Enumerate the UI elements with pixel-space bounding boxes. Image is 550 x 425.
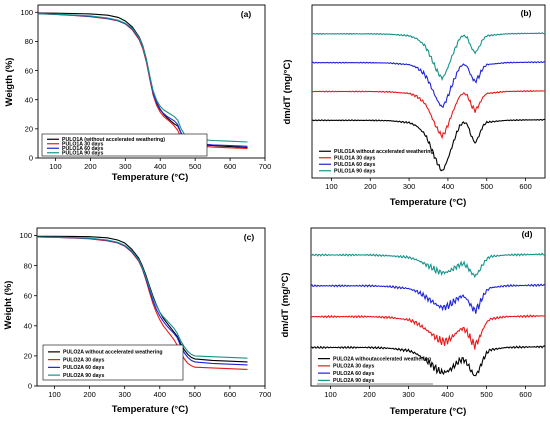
x-tick-label: 100 <box>49 162 62 171</box>
x-tick-label: 200 <box>364 182 377 191</box>
series-line-red <box>310 314 546 350</box>
y-tick-label: 80 <box>25 37 33 46</box>
x-tick-label: 300 <box>403 182 416 191</box>
legend-label: PULO2A 30 days <box>63 357 104 363</box>
x-axis-title: Temperature (°C) <box>390 406 466 417</box>
series-line-black <box>312 118 546 172</box>
legend-label: PULO2A 60 days <box>63 365 104 371</box>
legend-label: PULO1A 30 days <box>62 142 103 148</box>
y-tick-label: 40 <box>25 95 33 104</box>
series-line-blue <box>310 283 546 314</box>
legend-label: PULO1A 60 days <box>62 146 103 152</box>
x-tick-label: 400 <box>441 390 454 399</box>
series-line-teal <box>37 13 248 143</box>
y-tick-label: 40 <box>24 322 32 331</box>
series-line-red <box>311 89 546 140</box>
x-tick-label: 200 <box>84 162 97 171</box>
series-line-teal <box>311 252 546 279</box>
legend: PULO2A without accelerated weatheringPUL… <box>42 344 184 381</box>
chart-panel-4: 100 200 300 400 500 600 Temperature (°C) dm/dT … <box>280 227 546 417</box>
x-tick-label: 500 <box>189 162 202 171</box>
y-tick-label: 60 <box>24 291 32 300</box>
panel-tag: (a) <box>241 9 252 19</box>
legend: PULO2A withoutaccelerated weathering PULO… <box>317 356 433 385</box>
x-tick-label: 600 <box>519 390 532 399</box>
series-line-teal <box>36 236 248 359</box>
x-tick-label: 100 <box>325 182 338 191</box>
y-tick-label: 20 <box>25 125 33 134</box>
legend-label: PULO1A without accelerated weathering <box>334 149 434 155</box>
x-tick-label: 300 <box>119 162 132 171</box>
x-tick-label: 100 <box>48 390 61 399</box>
x-tick-label: 200 <box>363 390 376 399</box>
y-tick-label: 80 <box>24 261 32 270</box>
legend-label: PULO1A (without accelerated weathering) <box>62 137 165 143</box>
x-tick-label: 300 <box>402 390 415 399</box>
legend-label: PULO2A without accelerated weathering <box>63 350 163 356</box>
plot-frame <box>36 227 266 387</box>
x-tick-label: 300 <box>118 390 131 399</box>
y-tick-label: 100 <box>20 8 33 17</box>
y-axis-title: dm/dT (mg/°C) <box>280 272 291 337</box>
legend-label: PULO2A 60 days <box>333 371 374 377</box>
legend-label: PULO1A 60 days <box>334 162 375 168</box>
legend-label: PULO2A 90 days <box>63 373 104 379</box>
x-tick-label: 600 <box>224 390 237 399</box>
series-line-black <box>310 345 546 377</box>
x-tick-label: 400 <box>154 162 167 171</box>
x-tick-label: 700 <box>259 162 272 171</box>
y-tick-label: 0 <box>29 154 33 163</box>
y-axis-title: dm/dT (mg/°C) <box>282 59 293 124</box>
series-line-teal <box>312 32 546 82</box>
x-tick-label: 400 <box>154 390 167 399</box>
x-tick-label: 100 <box>324 390 337 399</box>
y-tick-label: 20 <box>24 352 32 361</box>
legend-label: PULO2A 30 days <box>333 364 374 370</box>
series-line-black <box>37 235 248 363</box>
panel-tag: (b) <box>521 8 532 18</box>
x-tick-label: 400 <box>442 182 455 191</box>
x-axis-title: Temperature (°C) <box>112 172 188 183</box>
x-tick-label: 200 <box>83 390 96 399</box>
x-axis-title: Temperature (°C) <box>390 197 466 208</box>
series-line-blue <box>37 13 248 147</box>
y-tick-label: 60 <box>25 66 33 75</box>
panel-tag: (c) <box>244 232 255 242</box>
plot-frame <box>37 4 266 159</box>
x-tick-label: 600 <box>224 162 237 171</box>
x-tick-label: 500 <box>480 182 493 191</box>
y-tick-label: 100 <box>19 231 32 240</box>
legend-label: PULO2A withoutaccelerated weathering <box>333 356 431 362</box>
y-tick-label: 0 <box>28 382 32 391</box>
legend-box <box>41 133 208 157</box>
legend-label: PULO1A 30 days <box>334 156 375 162</box>
x-tick-label: 500 <box>480 390 493 399</box>
series-line-black <box>37 12 248 149</box>
panel-tag: (d) <box>522 229 533 239</box>
legend-label: PULO1A 90 days <box>62 151 103 157</box>
plot-frame <box>310 227 546 387</box>
y-axis-title: Weigth (%) <box>4 58 15 107</box>
series-line-red <box>37 13 248 150</box>
x-tick-label: 500 <box>189 390 202 399</box>
legend-label: PULO2A 90 days <box>333 378 374 384</box>
legend-label: PULO1A 90 days <box>334 169 375 175</box>
x-tick-label: 600 <box>519 182 532 191</box>
legend: PULO1A without accelerated weatheringPUL… <box>319 149 434 175</box>
legend: PULO1A (without accelerated weathering)P… <box>41 133 208 157</box>
chart-panel-1: 100 200 300 400 500 600 700 0 20 40 60 80 100 Tempera… <box>4 4 272 183</box>
series-line-blue <box>311 61 546 108</box>
y-axis-title: Weight (%) <box>3 281 14 330</box>
x-tick-label: 700 <box>259 390 272 399</box>
x-axis-title: Temperature (°C) <box>112 404 188 415</box>
chart-panel-2: 100 200 300 400 500 600 Temperature (°C) dm/dT … <box>282 4 546 208</box>
chart-panel-3: 100 200 300 400 500 600 700 0 20 40 60 80 100 Tempera… <box>3 227 272 415</box>
legend-box <box>42 344 184 381</box>
